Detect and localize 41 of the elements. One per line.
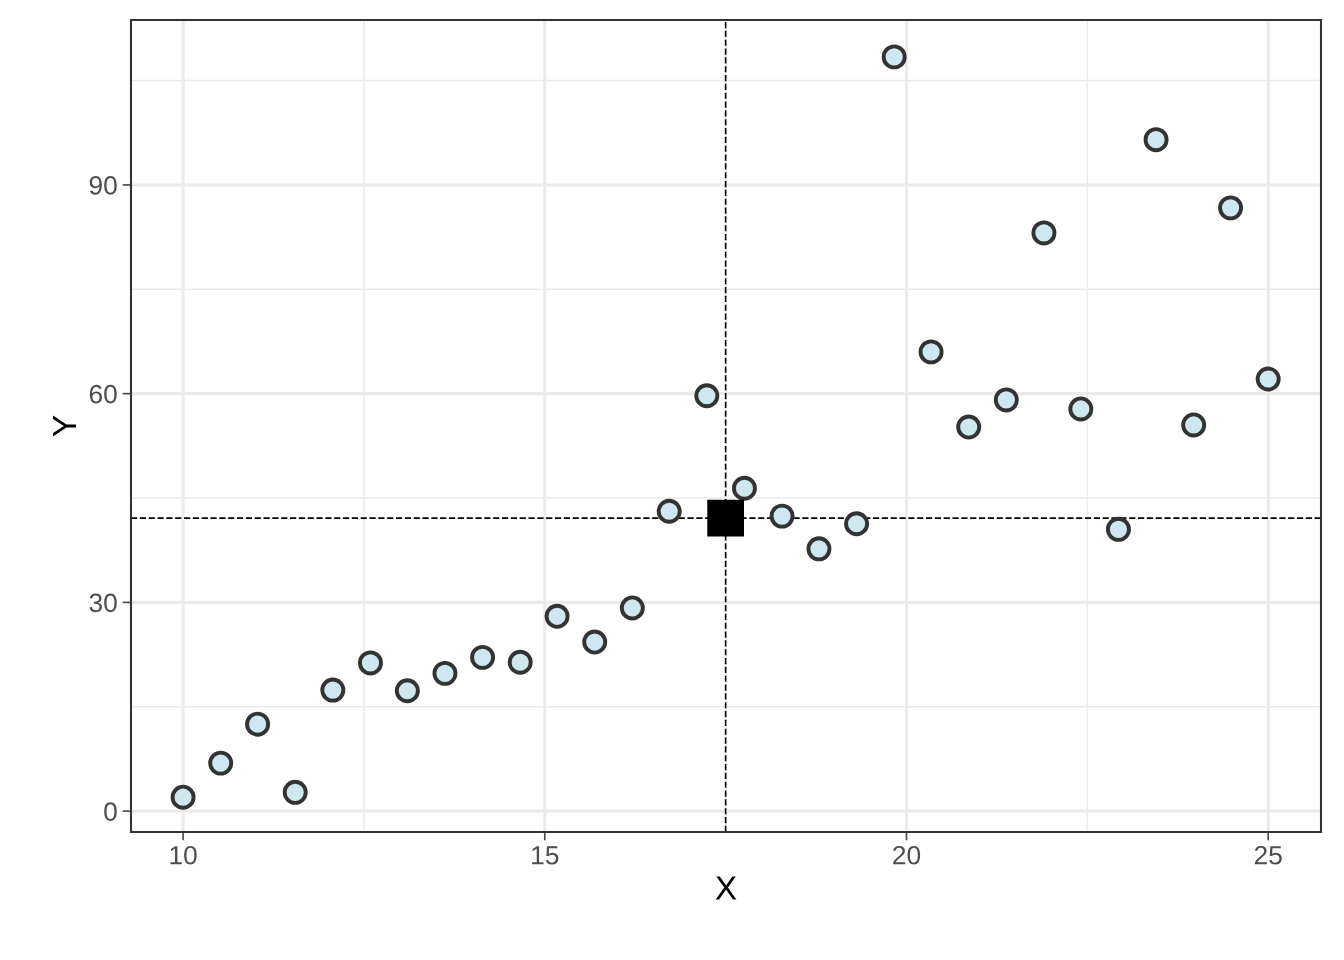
point (993, 387, 1019, 413)
x-tick-label: 25 (1254, 845, 1282, 865)
y-tick-label: 0 (104, 802, 117, 821)
point (208, 750, 234, 776)
y-tick-label: 60 (89, 384, 117, 404)
point (432, 660, 458, 686)
point (918, 339, 944, 365)
point (1218, 195, 1244, 221)
x-tick-label: 20 (893, 845, 921, 865)
point (1143, 127, 1169, 153)
point (245, 711, 271, 737)
point (320, 677, 346, 703)
point (357, 650, 383, 676)
point (1031, 220, 1057, 246)
x-axis-title: X (715, 876, 737, 900)
y-axis-title: Y (53, 415, 76, 437)
point (806, 536, 832, 562)
point (170, 784, 196, 810)
point (1181, 412, 1207, 438)
point (694, 383, 720, 409)
y-tick-label: 30 (89, 593, 117, 613)
point (394, 678, 420, 704)
point (1255, 366, 1281, 392)
point (544, 603, 570, 629)
point (619, 595, 645, 621)
point (844, 511, 870, 537)
point (507, 649, 533, 675)
point (1105, 516, 1131, 542)
point (582, 629, 608, 655)
point (282, 779, 308, 805)
point (656, 498, 682, 524)
point (1068, 396, 1094, 422)
point (707, 499, 745, 537)
point (956, 414, 982, 440)
point (731, 475, 757, 501)
x-tick-label: 15 (532, 846, 559, 865)
point (470, 644, 496, 670)
point (769, 503, 795, 529)
y-tick-label: 90 (89, 176, 117, 195)
point (881, 44, 907, 70)
x-tick-label: 10 (170, 845, 197, 865)
